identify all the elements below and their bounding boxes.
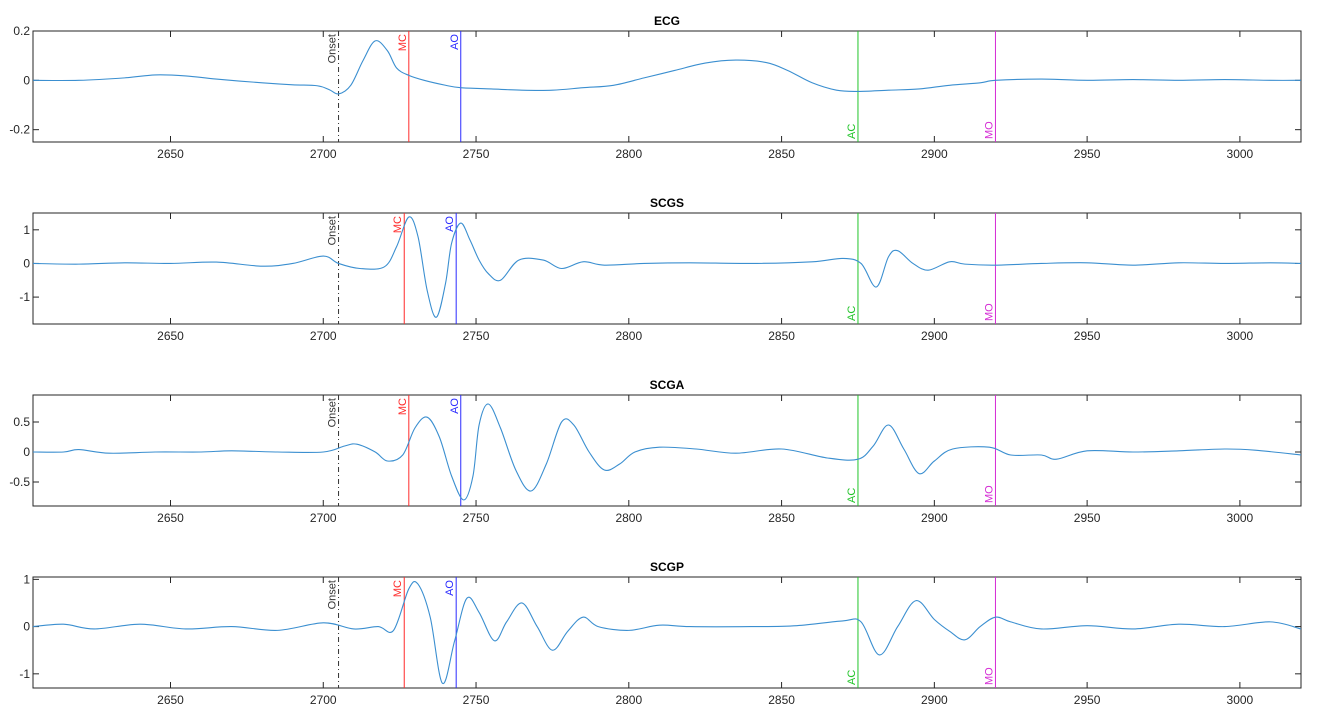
signal-line-scga xyxy=(33,403,1301,501)
x-tick-label: 3000 xyxy=(1227,329,1254,343)
signal-line-scgp xyxy=(33,580,1301,684)
marker-label-mo: MO xyxy=(983,667,995,685)
x-tick-label: 2650 xyxy=(157,329,184,343)
x-tick-label: 2800 xyxy=(615,511,642,525)
x-tick-label: 3000 xyxy=(1227,693,1254,707)
x-tick-label: 2750 xyxy=(463,693,490,707)
marker-label-ao: AO xyxy=(449,398,461,414)
marker-label-ac: AC xyxy=(846,488,858,503)
y-tick-label: -0.5 xyxy=(9,475,30,489)
marker-label-mc: MC xyxy=(397,398,409,415)
x-tick-label: 2950 xyxy=(1074,511,1101,525)
panel-ecg: ECG 2650 2700 2750 2800 2850 2900 2950 3000 -0.2 0… xyxy=(9,14,1302,161)
y-tick-label: 0.2 xyxy=(13,24,30,38)
axes-box-scga xyxy=(32,394,1302,507)
x-tick-label: 2900 xyxy=(921,693,948,707)
x-tick-label: 2800 xyxy=(615,693,642,707)
marker-label-ac: AC xyxy=(846,306,858,321)
marker-label-ac: AC xyxy=(846,124,858,139)
panel-scga: SCGA 2650 2700 2750 2800 2850 2900 2950 3000 -0.5… xyxy=(9,378,1302,525)
marker-label-onset: Onset xyxy=(327,398,339,427)
y-tick-label: 0 xyxy=(23,256,30,270)
marker-label-mo: MO xyxy=(983,303,995,321)
panel-title-scga: SCGA xyxy=(650,378,685,392)
x-tick-label: 2900 xyxy=(921,511,948,525)
y-tick-label: 0 xyxy=(23,73,30,87)
x-tick-label: 2650 xyxy=(157,693,184,707)
x-tick-label: 2850 xyxy=(768,147,795,161)
y-tick-label: -0.2 xyxy=(9,123,30,137)
y-tick-label: 0 xyxy=(23,620,30,634)
x-tick-label: 2750 xyxy=(463,511,490,525)
x-tick-label: 2850 xyxy=(768,693,795,707)
marker-label-mo: MO xyxy=(983,485,995,503)
y-tick-label: 0.5 xyxy=(13,415,30,429)
y-tick-label: -1 xyxy=(19,290,30,304)
x-tick-label: 3000 xyxy=(1227,511,1254,525)
x-tick-label: 2850 xyxy=(768,329,795,343)
marker-label-mc: MC xyxy=(392,216,404,233)
axes-box-ecg xyxy=(32,30,1302,143)
x-tick-label: 2750 xyxy=(463,329,490,343)
x-tick-label: 2850 xyxy=(768,511,795,525)
x-tick-label: 2700 xyxy=(310,693,337,707)
marker-label-onset: Onset xyxy=(327,34,339,63)
marker-label-onset: Onset xyxy=(327,216,339,245)
marker-label-mo: MO xyxy=(983,121,995,139)
axes-box-scgs xyxy=(32,212,1302,325)
x-tick-label: 2800 xyxy=(615,147,642,161)
x-tick-label: 2950 xyxy=(1074,693,1101,707)
x-tick-label: 2650 xyxy=(157,511,184,525)
marker-label-ac: AC xyxy=(846,670,858,685)
marker-label-mc: MC xyxy=(397,34,409,51)
panel-scgs: SCGS 2650 2700 2750 2800 2850 2900 2950 3000 -1 0 1… xyxy=(19,196,1302,343)
marker-label-ao: AO xyxy=(449,34,461,50)
x-tick-label: 2700 xyxy=(310,147,337,161)
y-tick-label: 1 xyxy=(23,572,30,586)
x-tick-label: 2800 xyxy=(615,329,642,343)
x-tick-label: 2650 xyxy=(157,147,184,161)
x-tick-label: 2950 xyxy=(1074,329,1101,343)
x-tick-label: 2950 xyxy=(1074,147,1101,161)
x-tick-label: 2900 xyxy=(921,329,948,343)
panel-scgp: SCGP 2650 2700 2750 2800 2850 2900 2950 3000 -1 0 1… xyxy=(19,560,1302,707)
marker-label-onset: Onset xyxy=(327,580,339,609)
x-tick-label: 2700 xyxy=(310,329,337,343)
x-tick-label: 2700 xyxy=(310,511,337,525)
panel-title-scgp: SCGP xyxy=(650,560,684,574)
x-tick-label: 2750 xyxy=(463,147,490,161)
y-tick-label: 0 xyxy=(23,445,30,459)
x-tick-label: 3000 xyxy=(1227,147,1254,161)
marker-label-ao: AO xyxy=(444,216,456,232)
panel-title-scgs: SCGS xyxy=(650,196,684,210)
panel-title-ecg: ECG xyxy=(654,14,680,28)
y-tick-label: -1 xyxy=(19,667,30,681)
marker-label-mc: MC xyxy=(392,580,404,597)
x-tick-label: 2900 xyxy=(921,147,948,161)
marker-label-ao: AO xyxy=(444,580,456,596)
signal-line-scgs xyxy=(33,216,1301,318)
signal-line-ecg xyxy=(33,40,1301,95)
y-tick-label: 1 xyxy=(23,223,30,237)
axes-box-scgp xyxy=(32,576,1302,689)
